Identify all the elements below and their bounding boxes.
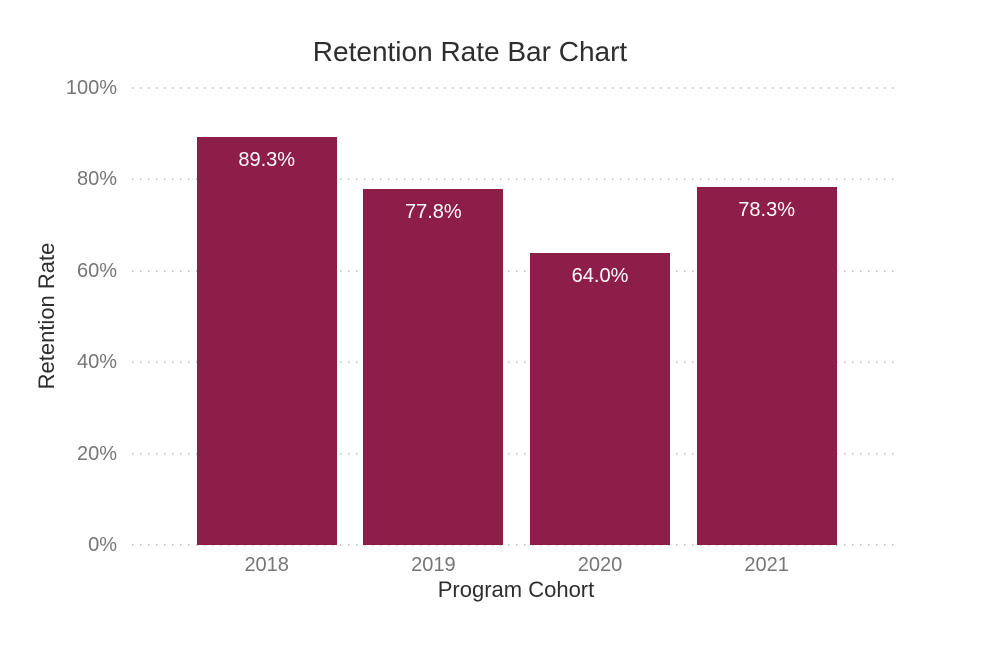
bar-2018[interactable]	[196, 136, 337, 545]
x-tick-label: 2019	[411, 554, 456, 576]
y-tick-label: 0%	[88, 534, 117, 556]
gridline-0%	[132, 544, 900, 546]
bar-value-label: 64.0%	[571, 264, 629, 287]
x-tick-label: 2018	[244, 554, 289, 576]
chart-title: Retention Rate Bar Chart	[312, 36, 628, 67]
y-tick-label: 20%	[76, 442, 117, 465]
y-axis-title: Retention Rate	[34, 242, 59, 390]
bar-value-label: 89.3%	[238, 148, 296, 171]
bar-2020[interactable]	[530, 252, 670, 545]
bar-2021[interactable]	[696, 187, 837, 545]
gridline-100%	[132, 87, 900, 89]
y-tick-label: 80%	[76, 168, 117, 191]
bar-value-label: 77.8%	[404, 201, 462, 224]
gridline-60%	[132, 269, 900, 272]
bar-2019[interactable]	[363, 189, 504, 545]
x-axis-title: Program Cohort	[437, 577, 595, 602]
y-tick-label: 60%	[76, 259, 117, 282]
y-tick-label: 40%	[76, 351, 117, 374]
gridline-80%	[132, 178, 900, 181]
x-tick-label: 2021	[744, 554, 789, 576]
gridline-20%	[132, 452, 900, 455]
x-tick-label: 2020	[577, 554, 623, 576]
y-tick-label: 100%	[65, 77, 117, 99]
gridline-40%	[132, 361, 900, 364]
bar-value-label: 78.3%	[738, 199, 795, 222]
